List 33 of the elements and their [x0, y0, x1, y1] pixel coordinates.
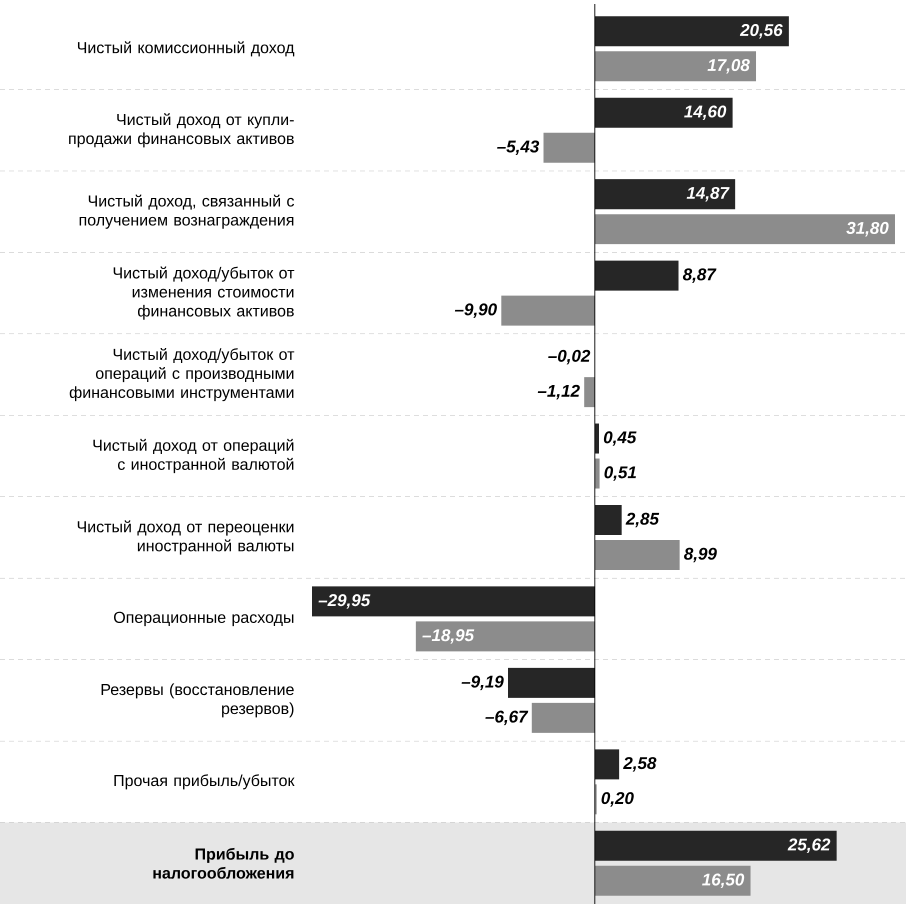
y-tick-label: Чистый доход, связанный с получением вознаграждения — [80, 194, 294, 229]
data-label: 0,45 — [604, 431, 637, 446]
data-label: –9,19 — [462, 676, 504, 690]
y-tick-label: Чистый доход от купли-продажи финансовых активов — [69, 113, 294, 148]
data-label: –29,95 — [318, 594, 370, 609]
data-label: 14,87 — [686, 186, 730, 202]
y-tick-label: Операционные расходы — [114, 612, 294, 626]
y-tick-label: Чистый доход от переоценки иностранной валюты — [78, 520, 294, 555]
data-label: 17,08 — [708, 59, 750, 74]
data-label: 31,80 — [846, 222, 889, 236]
y-tick-label: Чистый комиссионный доход — [78, 41, 294, 56]
data-label: –9,90 — [454, 303, 497, 318]
y-tick-label: Чистый доход/убыток от изменения стоимости финансовых активов — [114, 266, 294, 320]
y-tick-label: Резервы (восстановление резервов) — [102, 683, 294, 718]
data-label: 20,56 — [740, 24, 783, 39]
data-label: –1,12 — [538, 384, 580, 400]
data-label: 0,51 — [604, 466, 636, 481]
data-label: 2,58 — [623, 757, 656, 772]
data-label: 16,50 — [702, 874, 744, 888]
data-label: 14,60 — [684, 105, 726, 120]
data-label: 25,62 — [788, 838, 830, 854]
y-tick-label: Прибыль до налогообложения — [153, 848, 294, 879]
y-tick-label: Чистый доход от операций с иностранной валютой — [93, 438, 294, 474]
data-label: –18,95 — [422, 629, 474, 644]
data-label: –6,67 — [485, 710, 528, 726]
data-label: 8,87 — [682, 268, 716, 283]
data-label: 2,85 — [626, 512, 660, 528]
y-tick-label: Чистый доход/убыток от операций с производными финансовыми инструментами — [70, 348, 294, 402]
data-label: –0,02 — [548, 350, 590, 364]
data-label: 0,20 — [602, 792, 634, 807]
data-label: –5,43 — [497, 140, 540, 155]
data-label: 8,99 — [684, 548, 717, 562]
y-tick-label: Прочая прибыль/убыток — [114, 774, 295, 790]
